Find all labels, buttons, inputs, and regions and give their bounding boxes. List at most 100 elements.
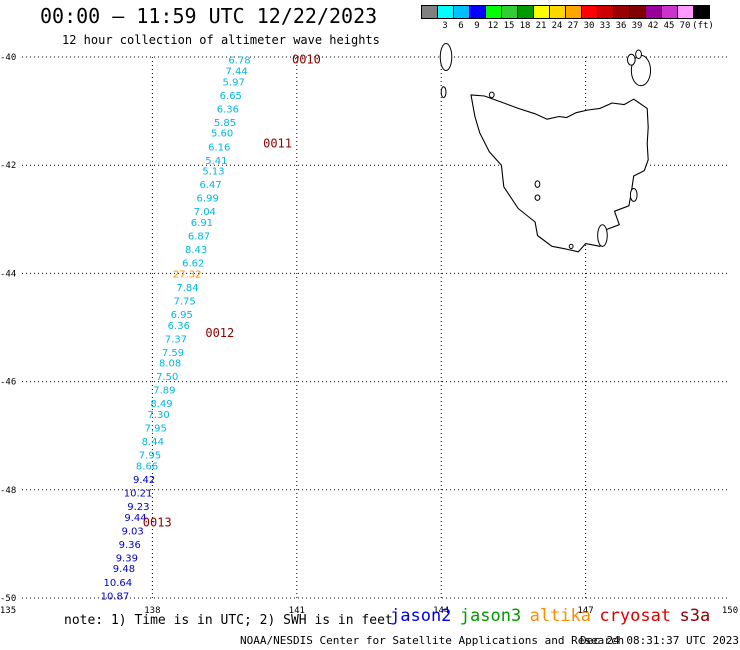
island [626,53,636,66]
wave-height-value: 9.42 [133,475,155,486]
island [534,194,541,201]
page-subtitle: 12 hour collection of altimeter wave hei… [62,33,380,47]
legend-label: 12 [487,21,499,31]
island [439,43,453,71]
legend-label: 33 [599,21,611,31]
wave-height-value: 6.62 [182,259,204,270]
legend-swatch [693,5,710,19]
tasmania-coastline [439,43,652,253]
page-title: 00:00 – 11:59 UTC 12/22/2023 [40,4,378,28]
wave-height-value: 7.30 [147,410,169,421]
footer-timestamp: Dec 24 08:31:37 UTC 2023 [580,634,739,647]
wave-height-value: 8.44 [142,437,164,448]
wave-height-value: 8.49 [150,399,172,410]
island [597,224,608,247]
legend-label: 30 [583,21,595,31]
wave-height-value: 9.44 [124,513,146,524]
wave-height-value: 7.89 [153,386,175,397]
wave-height-value: 9.03 [121,526,143,537]
pass-time-label: 0012 [205,326,234,340]
wave-height-value: 5.60 [211,129,233,140]
wave-height-value: 6.47 [199,180,221,191]
footer-note: note: 1) Time is in UTC; 2) SWH is in fe… [64,613,393,628]
wave-height-value: 9.39 [116,553,138,564]
lon-tick-label: 141 [289,606,305,616]
island [629,187,638,202]
wave-height-value: 7.50 [156,372,178,383]
wave-height-value: 9.36 [119,540,141,551]
lat-tick-label: -46 [0,378,16,388]
legend-label: 24 [551,21,563,31]
island [568,243,574,250]
wave-height-value: 6.99 [197,194,219,205]
legend-label: 27 [567,21,579,31]
wave-height-value: 7.44 [225,67,247,78]
legend-label: 3 [442,21,448,31]
pass-time-label: 0010 [292,53,321,67]
legend-label: 36 [615,21,627,31]
pass-time-label: 0013 [143,515,172,529]
wave-height-value: 6.78 [228,56,250,67]
legend-label: 15 [503,21,515,31]
wave-height-value: 7.37 [165,334,187,345]
pass-time-label: 0011 [263,137,292,151]
wave-height-value: 27.32 [173,269,202,280]
wave-track: 6.787.445.97 6.65 6.36 5.855.60 6.16 5.415.13… [101,53,321,603]
satellite-name: jason2 [390,606,452,626]
island [488,91,495,99]
legend-swatches [421,5,710,19]
satellite-name: cryosat [599,606,672,626]
legend-label: 6 [458,21,464,31]
color-legend: 3 6 9 12 15 18 21 24 27 30 33 36 39 42 45 70 (ft) [421,5,714,35]
lon-tick-label: 135 [0,606,16,616]
wave-height-value: 9.48 [113,564,135,575]
wave-height-value: 6.36 [217,104,239,115]
wave-height-value: 7.04 [194,207,216,218]
axis-labels: 135 138 141 144 147 150 -40 -42 -44 -46 -48 -50 [0,53,738,616]
wave-height-value: 10.21 [124,489,153,500]
wave-height-value: 8.66 [136,461,158,472]
lat-tick-label: -44 [0,269,16,279]
legend-label: 9 [474,21,480,31]
legend-label: 18 [519,21,531,31]
island [534,180,541,188]
lat-tick-label: -40 [0,53,16,63]
island [440,86,447,99]
lat-tick-label: -48 [0,486,16,496]
satellite-name: altika [529,606,592,626]
wave-height-value: 6.16 [208,142,230,153]
wave-height-value: 9.23 [127,502,149,513]
wave-height-value: 7.75 [173,296,195,307]
wave-height-value: 5.13 [202,167,224,178]
tasmania-mainland [470,94,649,253]
wave-height-value: 7.59 [162,348,184,359]
legend-label: 39 [631,21,643,31]
legend-label: 70 [679,21,691,31]
wave-height-value: 6.65 [220,91,242,102]
wave-height-value: 7.95 [139,451,161,462]
wave-height-value: 10.87 [101,591,130,602]
wave-height-value: 8.43 [185,245,207,256]
lon-tick-label: 150 [722,606,738,616]
island [635,49,642,60]
legend-labels: 3 6 9 12 15 18 21 24 27 30 33 36 39 42 45 70 (ft) [421,21,714,35]
wave-height-value: 8.08 [159,359,181,370]
legend-label: 21 [535,21,547,31]
lat-tick-label: -42 [0,161,16,171]
lat-tick-label: -50 [0,594,16,604]
satellite-name: s3a [679,606,711,626]
wave-height-value: 5.97 [223,77,245,88]
wave-height-value: 6.36 [168,321,190,332]
lon-tick-label: 138 [144,606,160,616]
legend-label: 45 [663,21,675,31]
wave-height-value: 6.95 [171,310,193,321]
wave-height-value: 10.64 [104,578,133,589]
wave-height-value: 7.95 [145,424,167,435]
wave-height-value: 6.87 [188,232,210,243]
footer-credit: NOAA/NESDIS Center for Satellite Applica… [240,634,625,647]
wave-height-value: 6.91 [191,218,213,229]
satellite-name: jason3 [459,606,522,626]
wave-height-value: 7.84 [176,283,198,294]
lon-tick-label: 144 [433,606,449,616]
